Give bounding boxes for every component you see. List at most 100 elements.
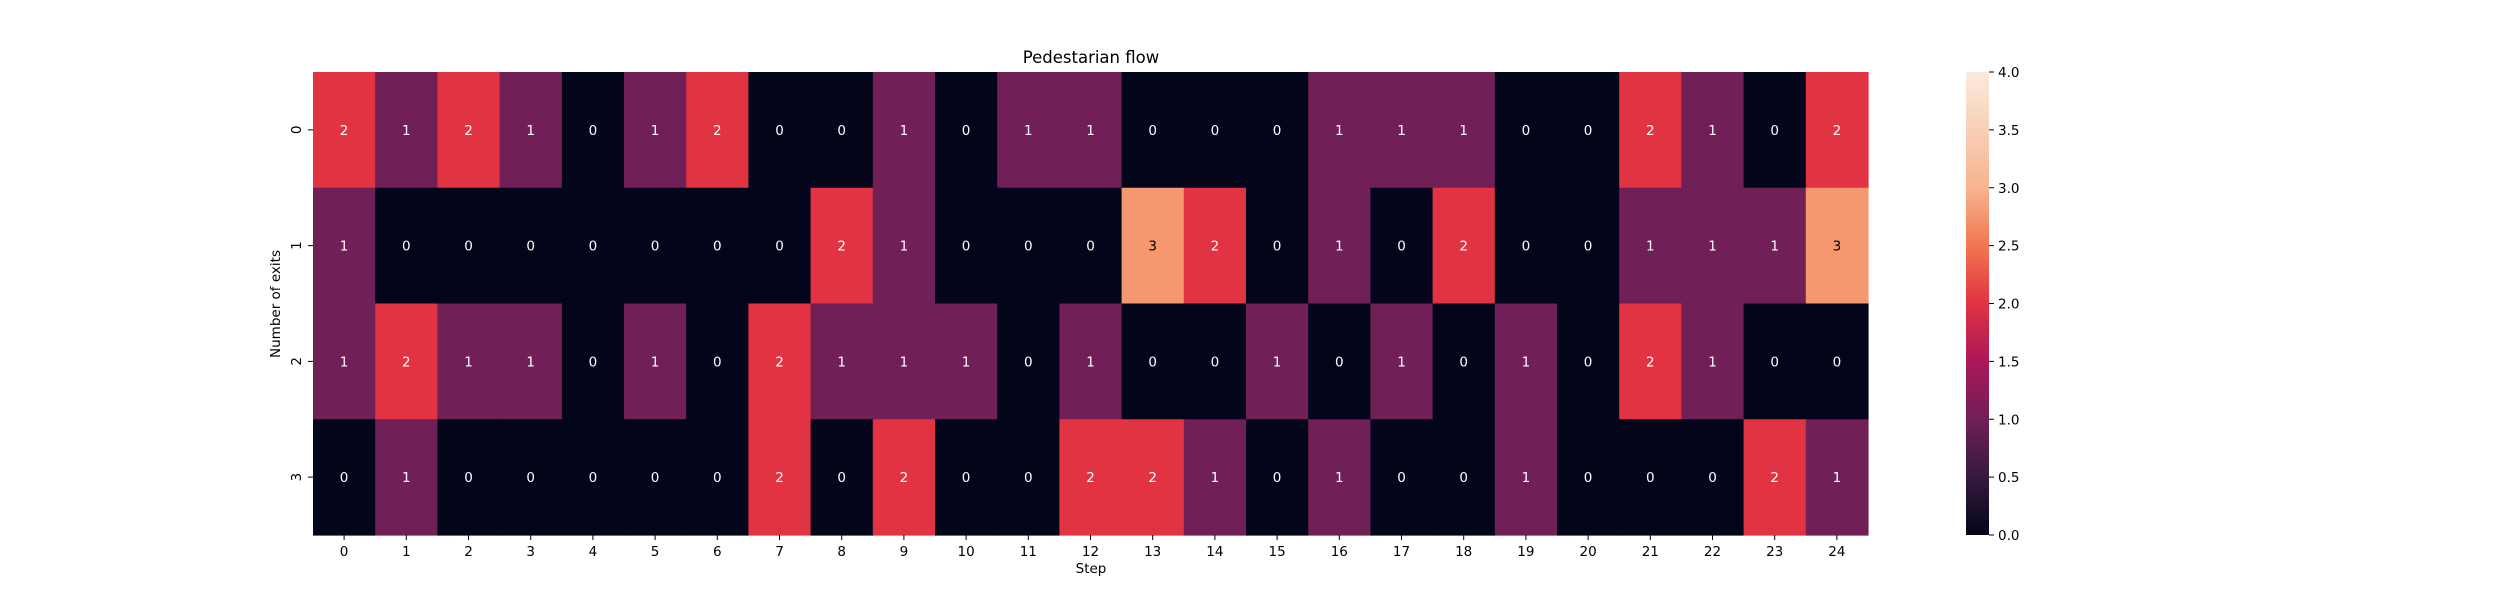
cell-value-label: 1 (1646, 239, 1655, 255)
cell-value-label: 2 (900, 470, 909, 486)
heatmap-cell (1370, 187, 1434, 305)
cell-value-label: 1 (900, 239, 909, 255)
x-tick-label: 15 (1269, 544, 1286, 560)
colorbar-tick-label: 0.5 (1998, 470, 2019, 486)
x-tick-label: 10 (958, 544, 975, 560)
cell-value-label: 0 (651, 470, 660, 486)
cell-value-label: 1 (1708, 123, 1717, 139)
heatmap-cell (1121, 72, 1185, 189)
heatmap-cell (313, 419, 376, 536)
colorbar: 0.0 0.5 1.0 1.5 2.0 2.5 3.0 3.5 4.0 (1966, 65, 2019, 544)
cell-value-label: 0 (1335, 354, 1344, 370)
heatmap-cell (997, 419, 1060, 536)
cell-value-label: 0 (589, 470, 598, 486)
heatmap-cell (499, 72, 563, 189)
cell-value-label: 1 (1397, 123, 1406, 139)
heatmap-cell (1308, 419, 1371, 536)
cell-value-label: 0 (837, 470, 846, 486)
cell-value-label: 0 (1273, 123, 1282, 139)
cell-value-label: 1 (402, 470, 411, 486)
cell-value-label: 0 (1397, 239, 1406, 255)
cell-value-label: 0 (1273, 239, 1282, 255)
x-tick-label: 23 (1766, 544, 1783, 560)
cell-value-label: 2 (1770, 470, 1779, 486)
x-tick-label: 4 (589, 544, 598, 560)
heatmap-cell (1681, 72, 1745, 189)
colorbar-tick-label: 2.0 (1998, 297, 2019, 313)
heatmap-cell (810, 303, 874, 420)
heatmap-cell (872, 187, 936, 305)
cell-value-label: 0 (962, 239, 971, 255)
heatmap-cell (935, 303, 998, 420)
x-tick-label: 9 (900, 544, 909, 560)
heatmap-cell (1805, 187, 1869, 305)
heatmap-cell (437, 419, 501, 536)
heatmap-cell (1370, 419, 1434, 536)
heatmap-cell (1805, 419, 1869, 536)
cell-value-label: 0 (1833, 354, 1842, 370)
cell-value-label: 1 (526, 123, 535, 139)
y-tick-label: 2 (289, 357, 305, 366)
heatmap-cell (1059, 72, 1123, 189)
cell-value-label: 1 (1273, 354, 1282, 370)
x-tick-label: 16 (1331, 544, 1348, 560)
heatmap-cell (686, 419, 749, 536)
cell-value-label: 1 (1335, 470, 1344, 486)
heatmap-cell (561, 187, 625, 305)
heatmap-cell (1121, 419, 1185, 536)
x-tick-label: 13 (1144, 544, 1161, 560)
heatmap-cell (1308, 187, 1371, 305)
heatmap-cell (686, 303, 749, 420)
heatmap-cell (1494, 303, 1558, 420)
heatmap-cell (872, 303, 936, 420)
colorbar-gradient (1966, 72, 1989, 535)
x-tick-label: 1 (402, 544, 411, 560)
cell-value-label: 1 (1211, 470, 1220, 486)
heatmap-cell (1183, 303, 1247, 420)
cell-value-label: 2 (464, 123, 473, 139)
cell-value-label: 2 (713, 123, 722, 139)
cell-value-label: 1 (1335, 123, 1344, 139)
cell-value-label: 2 (402, 354, 411, 370)
cell-value-label: 0 (1086, 239, 1095, 255)
heatmap-cell (872, 419, 936, 536)
cell-value-label: 0 (340, 470, 349, 486)
heatmap-cell (997, 72, 1060, 189)
heatmap-cell (872, 72, 936, 189)
heatmap-cell (935, 72, 998, 189)
y-axis-label: Number of exits (268, 250, 284, 358)
cell-value-label: 1 (1024, 123, 1033, 139)
cell-value-label: 0 (962, 470, 971, 486)
cell-value-label: 0 (1148, 354, 1157, 370)
heatmap-cell (1557, 72, 1620, 189)
cell-value-label: 0 (713, 470, 722, 486)
cell-value-label: 2 (1459, 239, 1468, 255)
heatmap-cell (375, 303, 438, 420)
colorbar-tick-label: 1.0 (1998, 412, 2019, 428)
cell-value-label: 0 (1273, 470, 1282, 486)
heatmap-cell (1805, 303, 1869, 420)
x-tick-label: 6 (713, 544, 722, 560)
cell-value-label: 3 (1148, 239, 1157, 255)
heatmap-cell (1743, 419, 1807, 536)
heatmap-cell (686, 187, 749, 305)
cell-value-label: 1 (402, 123, 411, 139)
x-axis-label: Step (1076, 561, 1107, 577)
cell-value-label: 0 (589, 239, 598, 255)
cell-value-label: 0 (1770, 123, 1779, 139)
heatmap-cells: 2 1 2 1 0 1 2 0 0 1 0 1 1 0 0 0 1 1 1 0 0 2 1 0 2 1 0 0 0 0 0 0 0 2 1 0 0 0 3 2… (313, 72, 1869, 536)
heatmap-cell (1246, 72, 1309, 189)
x-tick-label: 19 (1517, 544, 1534, 560)
heatmap-cell (624, 419, 687, 536)
cell-value-label: 0 (1584, 354, 1593, 370)
heatmap-cell (1557, 419, 1620, 536)
heatmap-cell (624, 303, 687, 420)
heatmap-cell (1246, 187, 1309, 305)
x-tick-label: 7 (775, 544, 784, 560)
heatmap-cell (1183, 419, 1247, 536)
cell-value-label: 0 (402, 239, 411, 255)
cell-value-label: 0 (1459, 354, 1468, 370)
cell-value-label: 1 (1335, 239, 1344, 255)
heatmap-cell (375, 419, 438, 536)
cell-value-label: 2 (1833, 123, 1842, 139)
